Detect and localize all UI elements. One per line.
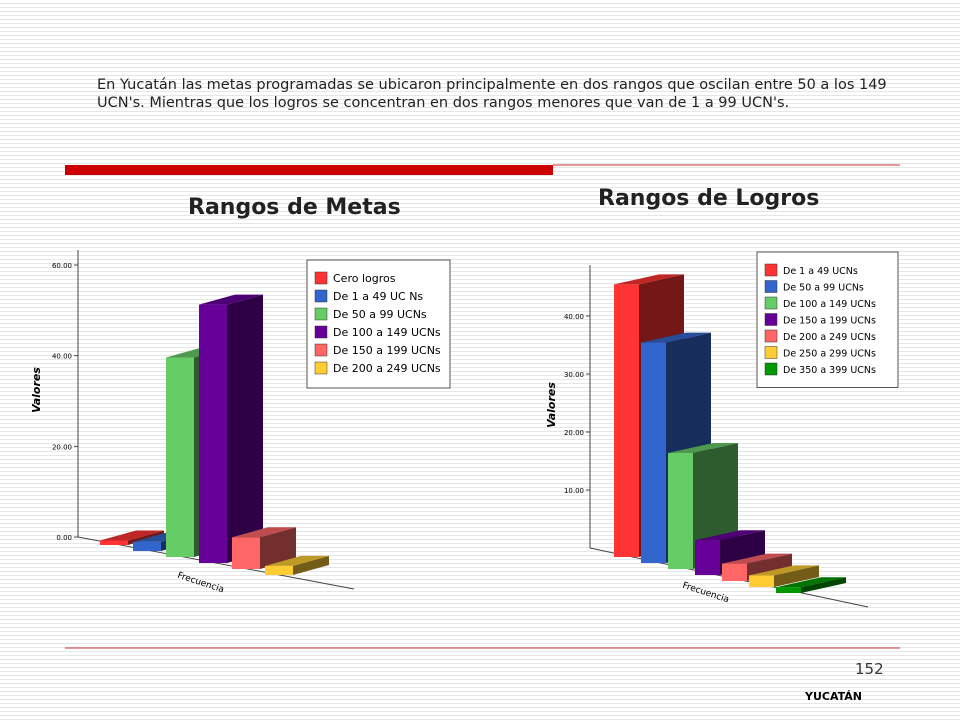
y-axis-label: Valores	[30, 367, 43, 413]
bar-side	[260, 527, 296, 569]
y-tick-label: 40.00	[52, 353, 72, 361]
legend	[756, 251, 899, 388]
legend-swatch	[314, 361, 328, 375]
legend-label: De 1 a 49 UC Ns	[333, 290, 423, 303]
legend-swatch	[314, 289, 328, 303]
x-axis-label: Frecuencia	[681, 581, 730, 605]
bar-top	[749, 565, 819, 576]
bar	[265, 565, 293, 575]
bar-top	[641, 332, 711, 343]
y-tick-label: 20.00	[52, 443, 72, 451]
legend-label: De 250 a 299 UCNs	[783, 349, 876, 360]
legend-swatch	[314, 271, 328, 285]
y-tick-label: 60.00	[52, 262, 72, 270]
legend-label: De 200 a 249 UCNs	[333, 362, 441, 375]
legend-label: Cero logros	[333, 272, 396, 285]
bar-top	[232, 527, 296, 538]
legend-label: De 100 a 149 UCNs	[333, 326, 441, 339]
legend-label: De 1 a 49 UCNs	[783, 266, 858, 277]
bar-side	[801, 577, 846, 593]
y-tick-label: 30.00	[564, 371, 584, 379]
chart-title: Rangos de Logros	[598, 186, 820, 211]
y-tick-label: 0.00	[56, 534, 72, 542]
legend-label: De 150 a 199 UCNs	[333, 344, 441, 357]
legend-label: De 50 a 99 UCNs	[333, 308, 427, 321]
y-axis-label: Valores	[545, 382, 558, 428]
bar	[641, 342, 666, 563]
y-tick-label: 20.00	[564, 429, 584, 437]
bar	[133, 541, 161, 551]
legend-swatch	[764, 296, 778, 310]
legend-label: De 150 a 199 UCNs	[783, 316, 876, 327]
legend-swatch	[314, 307, 328, 321]
footer: YUCATÁN	[805, 690, 862, 703]
bar-top	[695, 530, 765, 541]
legend-swatch	[764, 346, 778, 359]
bar-top	[614, 274, 684, 285]
bar	[722, 563, 747, 581]
bar	[614, 284, 639, 557]
bar	[166, 357, 194, 557]
bar	[100, 540, 128, 545]
body-text: En Yucatán las metas programadas se ubic…	[97, 77, 887, 111]
bar-side	[293, 555, 329, 575]
bar-top	[722, 553, 792, 564]
bar-top	[265, 555, 329, 566]
bar-top	[100, 530, 164, 541]
bar	[232, 537, 260, 569]
bar-top	[199, 294, 263, 305]
bar	[749, 575, 774, 587]
legend-swatch	[764, 263, 778, 277]
legend-label: De 100 a 149 UCNs	[783, 299, 876, 310]
bar	[776, 587, 801, 593]
bar	[668, 453, 693, 569]
bar	[199, 304, 227, 563]
bar-side	[774, 565, 819, 587]
legend	[306, 259, 451, 389]
legend-swatch	[764, 313, 778, 326]
bar-top	[776, 577, 846, 588]
bar	[695, 540, 720, 575]
page-number: 152	[855, 660, 884, 678]
legend-label: De 350 a 399 UCNs	[783, 365, 876, 376]
bar-top	[668, 443, 738, 453]
legend-label: De 200 a 249 UCNs	[783, 332, 876, 343]
x-axis-label: Frecuencia	[176, 571, 225, 595]
y-tick-label: 40.00	[564, 313, 584, 321]
legend-swatch	[314, 343, 328, 357]
y-tick-label: 10.00	[564, 487, 584, 495]
legend-swatch	[764, 329, 778, 343]
legend-swatch	[314, 325, 328, 339]
legend-swatch	[764, 362, 778, 376]
bar-side	[227, 294, 263, 563]
legend-swatch	[764, 280, 778, 293]
legend-label: De 50 a 99 UCNs	[783, 283, 864, 294]
divider	[65, 165, 553, 175]
chart-title: Rangos de Metas	[188, 195, 401, 220]
